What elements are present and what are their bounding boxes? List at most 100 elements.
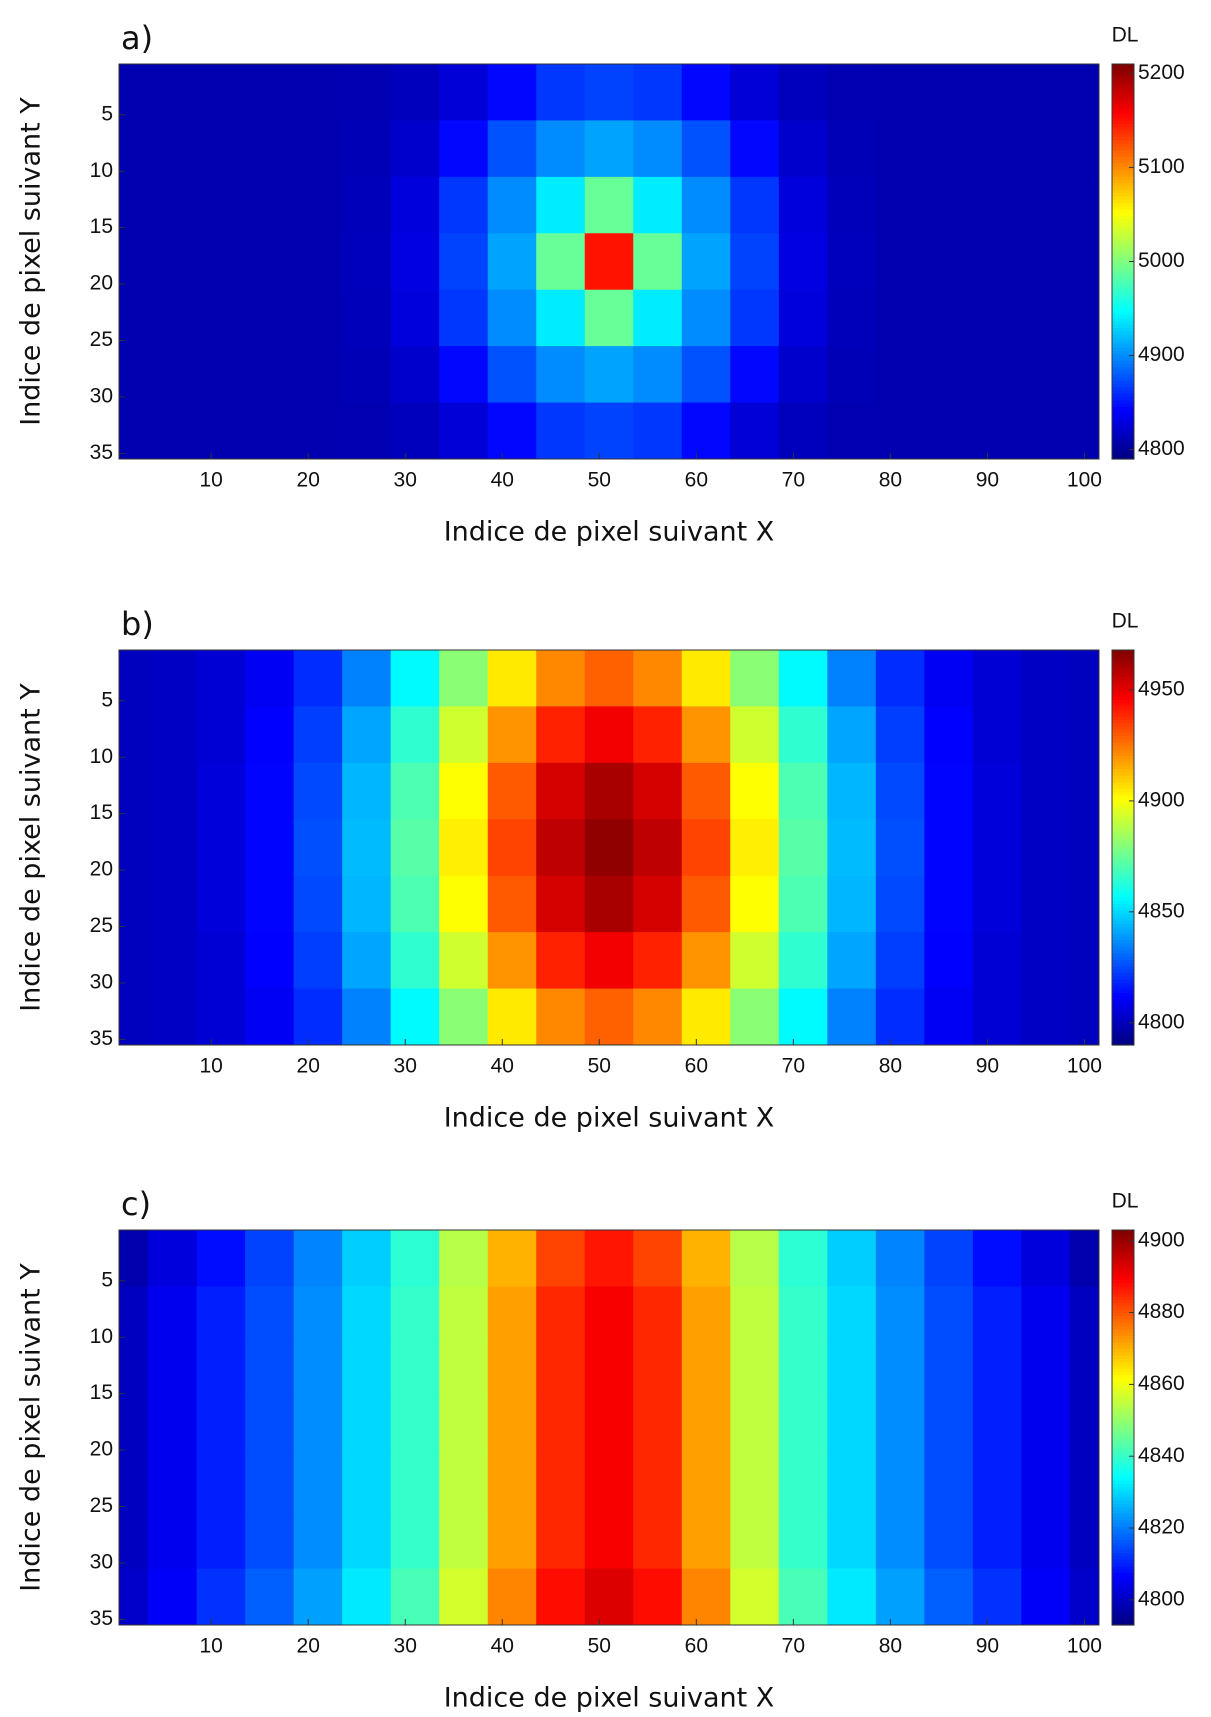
colorbar-swatch (1112, 228, 1134, 233)
y-tick-label: 30 (90, 1550, 113, 1573)
heatmap-cell (487, 1568, 537, 1625)
heatmap-cell (972, 1568, 1022, 1625)
heatmap-cell (924, 120, 974, 178)
heatmap-cell (875, 762, 925, 820)
plot-frame (118, 649, 1100, 1046)
colorbar-swatch (1112, 1572, 1134, 1577)
heatmap-cell (390, 1399, 440, 1457)
heatmap-cell (245, 650, 295, 707)
heatmap-cell (390, 176, 440, 234)
colorbar-swatch (1112, 1611, 1134, 1616)
heatmap-cell (536, 1230, 586, 1287)
colorbar-swatch (1112, 1322, 1134, 1327)
colorbar-swatch (1112, 1427, 1134, 1432)
heatmap-cell (536, 1286, 586, 1344)
colorbar-swatch (1112, 83, 1134, 88)
heatmap-cell (119, 1230, 149, 1287)
heatmap-cell (439, 402, 489, 459)
colorbar-swatch (1112, 745, 1134, 750)
heatmap-cell (342, 932, 392, 990)
colorbar-swatch (1112, 1532, 1134, 1537)
colorbar-swatch (1112, 1562, 1134, 1567)
colorbar-swatch (1112, 1041, 1134, 1046)
colorbar-swatch (1112, 755, 1134, 760)
heatmap-cell (390, 650, 440, 707)
heatmap-cell (827, 1568, 877, 1625)
colorbar-swatch (1112, 412, 1134, 417)
colorbar-swatch (1112, 271, 1134, 276)
heatmap-cell (536, 650, 586, 707)
colorbar-swatch (1112, 1328, 1134, 1333)
heatmap-cell (827, 1286, 877, 1344)
colorbar-swatch (1112, 910, 1134, 914)
heatmap-cell (439, 120, 489, 178)
colorbar-swatch (1112, 1253, 1134, 1257)
heatmap-cell (390, 1568, 440, 1625)
colorbar-tick-label: 4950 (1138, 677, 1185, 700)
heatmap-cell (827, 176, 877, 234)
colorbar-swatch (1112, 752, 1134, 756)
y-tick-label: 20 (90, 858, 113, 881)
colorbar-swatch (1112, 327, 1134, 332)
heatmap-cell (1069, 176, 1099, 234)
heatmap-cell (972, 762, 1022, 820)
heatmap-cell (1069, 1568, 1099, 1625)
heatmap-cell (148, 402, 198, 459)
colorbar-swatch (1112, 182, 1134, 187)
heatmap-cell (439, 1286, 489, 1344)
colorbar-swatch (1112, 291, 1134, 296)
heatmap-cell (1021, 988, 1071, 1045)
heatmap-cell (148, 988, 198, 1045)
heatmap-cell (148, 932, 198, 990)
heatmap-cell (827, 402, 877, 459)
heatmap-cell (536, 1342, 586, 1400)
colorbar-swatch (1112, 198, 1134, 203)
heatmap-cell (487, 402, 537, 459)
heatmap-cell (119, 988, 149, 1045)
heatmap-cell (681, 1455, 731, 1513)
heatmap-cell (875, 176, 925, 234)
colorbar-swatch (1112, 906, 1134, 911)
heatmap-cell (196, 706, 246, 764)
heatmap-cell (245, 875, 295, 933)
heatmap-cell (972, 1286, 1022, 1344)
colorbar-swatch (1112, 452, 1134, 457)
colorbar-swatch (1112, 248, 1134, 253)
heatmap-cell (681, 819, 731, 877)
heatmap-cell (730, 1512, 780, 1570)
colorbar-swatch (1112, 995, 1134, 1000)
colorbar-swatch (1112, 1555, 1134, 1560)
colorbar-swatch (1112, 376, 1134, 381)
x-axis-label: Indice de pixel suivant X (444, 1683, 775, 1714)
colorbar-swatch (1112, 337, 1134, 342)
colorbar-swatch (1112, 1374, 1134, 1379)
colorbar-swatch (1112, 455, 1134, 460)
colorbar-swatch (1112, 1002, 1134, 1007)
colorbar-swatch (1112, 435, 1134, 440)
colorbar-swatch (1112, 732, 1134, 737)
colorbar-swatch (1112, 1031, 1134, 1036)
heatmap-cell (633, 120, 683, 178)
colorbar-swatch (1112, 1285, 1134, 1290)
colorbar-swatch (1112, 929, 1134, 934)
colorbar-swatch (1112, 123, 1134, 128)
heatmap-cell (536, 176, 586, 234)
y-tick-label: 20 (90, 1438, 113, 1461)
colorbar-swatch (1112, 1035, 1134, 1040)
heatmap-cell (1021, 1230, 1071, 1287)
heatmap-cell (778, 762, 828, 820)
colorbar-swatch (1112, 817, 1134, 822)
heatmap-cell (390, 819, 440, 877)
heatmap-cell (972, 1230, 1022, 1287)
colorbar-swatch (1112, 682, 1134, 687)
heatmap-cell (1069, 1286, 1099, 1344)
colorbar-swatch (1112, 406, 1134, 411)
colorbar-swatch (1112, 962, 1134, 967)
heatmap-cell (972, 1342, 1022, 1400)
colorbar-swatch (1112, 133, 1134, 138)
x-tick-label: 50 (588, 1635, 611, 1658)
x-tick-label: 60 (685, 1055, 708, 1078)
heatmap-cell (827, 120, 877, 178)
colorbar-frame (1111, 649, 1135, 1046)
heatmap-cell (730, 650, 780, 707)
